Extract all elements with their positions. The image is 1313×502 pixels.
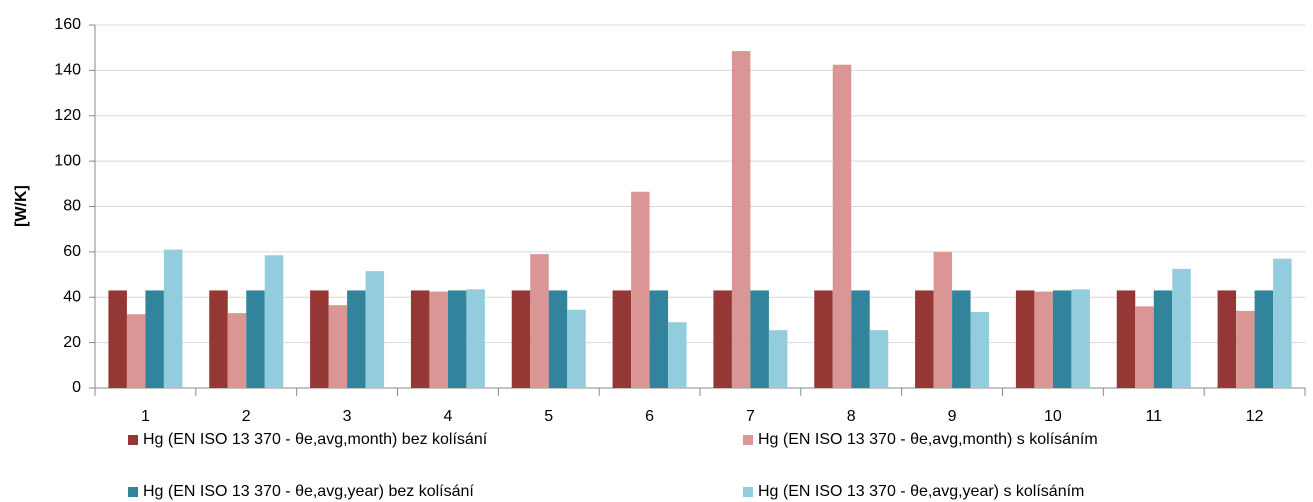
bar bbox=[814, 290, 833, 388]
bar bbox=[649, 290, 669, 388]
bar bbox=[1052, 290, 1072, 388]
legend-label: Hg (EN ISO 13 370 - θe,avg,year) bez kol… bbox=[143, 483, 474, 500]
x-tick-label: 12 bbox=[1246, 408, 1264, 425]
y-tick-label: 160 bbox=[54, 16, 81, 33]
y-tick-label: 0 bbox=[72, 379, 81, 396]
x-tick-label: 8 bbox=[847, 408, 856, 425]
y-tick-label: 140 bbox=[54, 62, 81, 79]
bar bbox=[1135, 306, 1154, 388]
x-tick-label: 9 bbox=[948, 408, 957, 425]
legend-swatch bbox=[743, 487, 753, 497]
x-tick-label: 3 bbox=[343, 408, 352, 425]
bar bbox=[548, 290, 568, 388]
y-tick-label: 20 bbox=[63, 334, 81, 351]
y-tick-label: 100 bbox=[54, 152, 81, 169]
legend-label: Hg (EN ISO 13 370 - θe,avg,year) s kolís… bbox=[758, 483, 1084, 500]
legend-swatch bbox=[743, 435, 753, 445]
bar bbox=[365, 271, 385, 388]
x-tick-label: 7 bbox=[746, 408, 755, 425]
bar bbox=[731, 51, 751, 388]
bar bbox=[1236, 310, 1255, 388]
x-tick-label: 11 bbox=[1145, 408, 1162, 425]
bar bbox=[1217, 290, 1237, 388]
bar bbox=[970, 311, 990, 388]
x-tick-label: 6 bbox=[645, 408, 654, 425]
bar bbox=[410, 290, 430, 388]
y-tick-label: 60 bbox=[63, 243, 81, 260]
x-tick-label: 2 bbox=[242, 408, 251, 425]
bar bbox=[1116, 290, 1136, 388]
bar bbox=[1015, 290, 1035, 388]
bar bbox=[1034, 291, 1053, 388]
bar bbox=[108, 290, 127, 388]
bar bbox=[851, 290, 870, 388]
bar bbox=[246, 290, 265, 388]
legend-label: Hg (EN ISO 13 370 - θe,avg,month) s kolí… bbox=[758, 431, 1098, 448]
bar bbox=[631, 191, 650, 388]
bar bbox=[1071, 289, 1090, 388]
bar bbox=[1254, 290, 1274, 388]
y-tick-label: 40 bbox=[63, 288, 81, 305]
legend-swatch bbox=[128, 487, 138, 497]
bar bbox=[952, 290, 971, 388]
bar bbox=[328, 305, 348, 388]
bar bbox=[567, 309, 586, 388]
bar bbox=[347, 290, 366, 388]
x-tick-label: 4 bbox=[443, 408, 452, 425]
bar bbox=[209, 290, 228, 388]
y-axis-label: [W/K] bbox=[13, 185, 30, 227]
x-tick-label: 5 bbox=[544, 408, 553, 425]
bar bbox=[145, 290, 164, 388]
y-tick-label: 120 bbox=[54, 107, 81, 124]
bar bbox=[933, 251, 953, 388]
y-tick-label: 80 bbox=[63, 198, 81, 215]
x-tick-label: 10 bbox=[1044, 408, 1062, 425]
bar bbox=[768, 330, 788, 388]
bar bbox=[511, 290, 531, 388]
bar bbox=[264, 255, 284, 388]
bar bbox=[915, 290, 934, 388]
x-tick-label: 1 bbox=[141, 408, 150, 425]
bar bbox=[750, 290, 769, 388]
bar bbox=[832, 64, 852, 388]
bar bbox=[310, 290, 329, 388]
bar bbox=[466, 289, 485, 388]
bar bbox=[530, 254, 549, 388]
bar bbox=[429, 291, 448, 388]
bar bbox=[612, 290, 632, 388]
bar bbox=[447, 290, 467, 388]
bar bbox=[713, 290, 732, 388]
bar bbox=[126, 314, 146, 388]
bar bbox=[1153, 290, 1173, 388]
legend-swatch bbox=[128, 435, 138, 445]
bar bbox=[668, 322, 687, 388]
bar bbox=[1273, 258, 1292, 388]
legend-label: Hg (EN ISO 13 370 - θe,avg,month) bez ko… bbox=[143, 431, 488, 448]
bar bbox=[163, 249, 183, 388]
bar bbox=[869, 330, 889, 388]
bar bbox=[1172, 268, 1191, 388]
bar bbox=[227, 313, 247, 388]
